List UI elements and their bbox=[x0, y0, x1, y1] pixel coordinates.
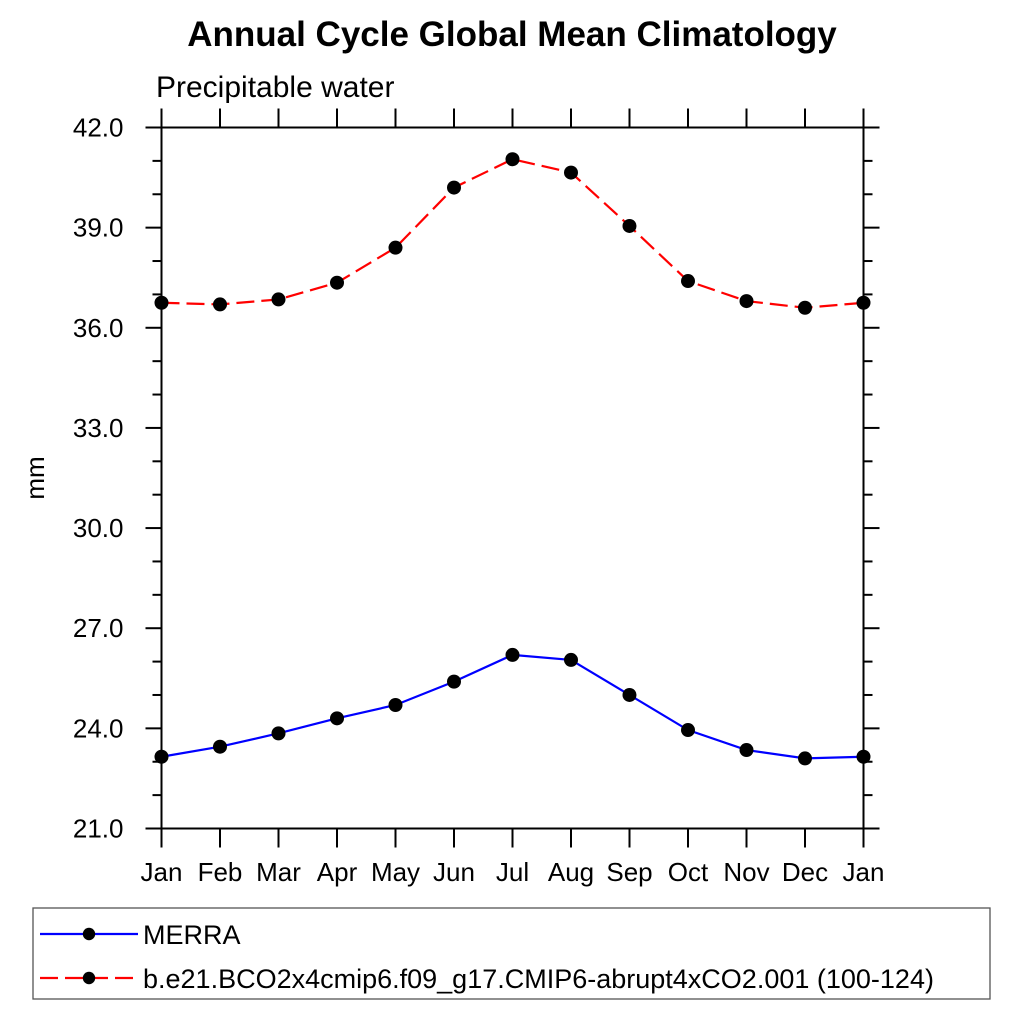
x-tick-label: Nov bbox=[723, 857, 769, 887]
data-point-marker bbox=[271, 726, 286, 741]
data-point-marker bbox=[681, 723, 695, 738]
x-tick-label: Oct bbox=[668, 857, 709, 887]
data-point-marker bbox=[388, 240, 403, 255]
data-point-marker bbox=[447, 180, 461, 195]
data-point-markers bbox=[154, 152, 871, 766]
legend-swatch-marker-1 bbox=[82, 971, 96, 985]
x-tick-label: Mar bbox=[256, 857, 301, 887]
x-tick-label: Jul bbox=[496, 857, 529, 887]
data-point-marker bbox=[505, 152, 520, 167]
data-point-marker bbox=[739, 294, 754, 309]
legend: MERRA b.e21.BCO2x4cmip6.f09_g17.CMIP6-abr… bbox=[32, 907, 991, 1000]
data-point-marker bbox=[505, 647, 520, 662]
x-tick-label: Aug bbox=[548, 857, 594, 887]
data-point-marker bbox=[213, 297, 227, 312]
series-lines bbox=[161, 158, 864, 760]
x-tick-label: Jan bbox=[141, 857, 183, 887]
data-point-marker bbox=[330, 275, 344, 290]
legend-label-1: b.e21.BCO2x4cmip6.f09_g17.CMIP6-abrupt4x… bbox=[143, 964, 934, 994]
series-line-1 bbox=[161, 158, 864, 309]
y-tick-label: 42.0 bbox=[73, 113, 124, 143]
data-point-marker bbox=[622, 218, 637, 233]
legend-items: MERRA b.e21.BCO2x4cmip6.f09_g17.CMIP6-abr… bbox=[40, 920, 934, 994]
chart-subtitle: Precipitable water bbox=[156, 71, 394, 104]
y-tick-label: 33.0 bbox=[73, 413, 124, 443]
legend-label-0: MERRA bbox=[143, 920, 241, 950]
data-point-marker bbox=[154, 295, 169, 310]
data-point-marker bbox=[681, 274, 695, 289]
data-point-marker bbox=[154, 749, 169, 764]
legend-box bbox=[32, 907, 991, 1000]
chart-title: Annual Cycle Global Mean Climatology bbox=[187, 15, 837, 54]
data-point-marker bbox=[447, 674, 461, 689]
data-point-marker bbox=[856, 749, 871, 764]
data-point-marker bbox=[739, 743, 754, 758]
data-point-marker bbox=[564, 165, 578, 180]
y-tick-label: 27.0 bbox=[73, 613, 124, 643]
data-point-marker bbox=[798, 300, 812, 315]
y-tick-label: 21.0 bbox=[73, 814, 124, 844]
x-tick-label: Dec bbox=[782, 857, 828, 887]
series-line-0 bbox=[161, 653, 864, 760]
legend-swatch-marker-0 bbox=[82, 927, 96, 941]
y-axis-label: mm bbox=[20, 456, 50, 499]
y-axis-tick-labels: 21.0 24.0 27.0 30.0 33.0 36.0 39.0 42.0 bbox=[73, 113, 124, 844]
x-tick-label: Jun bbox=[433, 857, 475, 887]
data-point-marker bbox=[330, 711, 344, 726]
plot-box bbox=[160, 126, 865, 830]
data-point-marker bbox=[388, 697, 403, 712]
y-axis-ticks bbox=[145, 126, 880, 830]
x-tick-label: May bbox=[371, 857, 420, 887]
data-point-marker bbox=[798, 751, 812, 766]
y-tick-label: 30.0 bbox=[73, 513, 124, 543]
y-tick-label: 24.0 bbox=[73, 713, 124, 743]
data-point-marker bbox=[271, 292, 286, 307]
x-tick-label: Sep bbox=[606, 857, 652, 887]
data-point-marker bbox=[622, 687, 637, 702]
data-point-marker bbox=[856, 295, 871, 310]
x-axis-ticks bbox=[160, 108, 865, 848]
y-tick-label: 39.0 bbox=[73, 213, 124, 243]
data-point-marker bbox=[213, 739, 227, 754]
x-tick-label: Feb bbox=[198, 857, 243, 887]
data-point-marker bbox=[564, 652, 578, 667]
x-tick-label: Apr bbox=[317, 857, 358, 887]
y-tick-label: 36.0 bbox=[73, 313, 124, 343]
x-tick-label: Jan bbox=[843, 857, 885, 887]
x-axis-tick-labels: Jan Feb Mar Apr May Jun Jul Aug Sep Oct Nov Dec Jan bbox=[141, 857, 885, 887]
